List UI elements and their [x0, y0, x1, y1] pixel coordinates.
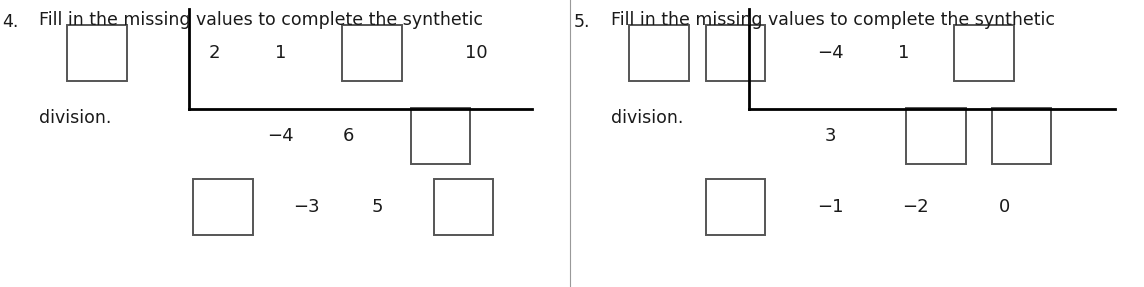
Text: 0: 0 — [999, 198, 1010, 216]
Bar — [992, 108, 1051, 164]
Text: 5: 5 — [372, 198, 383, 216]
Text: Fill in the missing values to complete the synthetic: Fill in the missing values to complete t… — [39, 11, 483, 30]
Bar — [434, 179, 493, 235]
Text: division.: division. — [39, 109, 111, 127]
Bar — [193, 179, 253, 235]
Text: 3: 3 — [825, 127, 836, 145]
Text: 4.: 4. — [2, 13, 18, 30]
Bar — [342, 25, 402, 81]
Text: division.: division. — [611, 109, 683, 127]
Bar — [954, 25, 1014, 81]
Text: 6: 6 — [343, 127, 355, 145]
Bar — [629, 25, 689, 81]
Bar — [411, 108, 470, 164]
Text: 5.: 5. — [574, 13, 590, 30]
Text: −4: −4 — [817, 44, 844, 62]
Text: 2: 2 — [208, 44, 220, 62]
Text: −3: −3 — [293, 198, 320, 216]
Text: 1: 1 — [275, 44, 286, 62]
Bar — [906, 108, 966, 164]
Bar — [706, 25, 765, 81]
Text: −1: −1 — [817, 198, 844, 216]
Bar — [706, 179, 765, 235]
Text: Fill in the missing values to complete the synthetic: Fill in the missing values to complete t… — [611, 11, 1055, 30]
Text: 1: 1 — [898, 44, 909, 62]
Text: 10: 10 — [464, 44, 487, 62]
Bar — [67, 25, 127, 81]
Text: −2: −2 — [901, 198, 929, 216]
Text: −4: −4 — [267, 127, 294, 145]
